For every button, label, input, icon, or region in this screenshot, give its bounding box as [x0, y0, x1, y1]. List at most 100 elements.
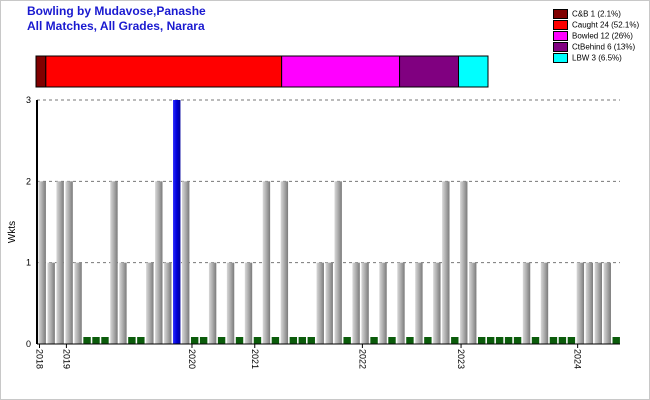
zero-wicket-marker [567, 337, 576, 344]
bar [594, 262, 602, 344]
legend-swatch [553, 52, 568, 63]
dismissal-legend: C&B 1 (2.1%) Caught 24 (52.1%) Bowled 12… [553, 5, 640, 63]
bar [325, 262, 333, 344]
bar [119, 262, 127, 344]
dismissal-segment [281, 55, 401, 88]
bar [262, 181, 271, 344]
zero-wicket-marker [92, 337, 100, 344]
zero-wicket-marker [495, 337, 504, 344]
zero-wicket-marker [83, 337, 91, 344]
bar [415, 262, 423, 344]
bar [280, 181, 289, 344]
bar [522, 262, 531, 344]
zero-wicket-marker [477, 337, 486, 344]
bar [442, 181, 450, 344]
x-tick-label: 2022 [357, 349, 367, 369]
gridlines [37, 99, 620, 264]
bar [469, 262, 477, 344]
legend-label: CtBehind 6 (13%) [572, 42, 636, 52]
zero-wicket-marker [513, 337, 522, 344]
zero-wicket-marker [504, 337, 513, 344]
bar [334, 181, 342, 344]
bar [74, 262, 82, 344]
bar [47, 262, 55, 344]
bar [361, 262, 369, 344]
bar [65, 181, 73, 344]
y-axis-label: Wkts [7, 221, 18, 243]
chart-subtitle: All Matches, All Grades, Narara [27, 19, 205, 33]
zero-wicket-marker [253, 337, 262, 344]
zero-wicket-marker [199, 337, 208, 344]
zero-wicket-marker [388, 337, 396, 344]
zero-wicket-marker [486, 337, 495, 344]
bar [110, 181, 118, 344]
zero-wicket-marker [558, 337, 567, 344]
bars [38, 100, 620, 344]
zero-wicket-marker [307, 337, 315, 344]
bar [146, 262, 154, 344]
x-tick-label: 2024 [573, 349, 583, 369]
zero-wicket-marker [217, 337, 226, 344]
zero-wicket-marker [289, 337, 298, 344]
bar [226, 262, 235, 344]
legend-item-caught: Caught 24 (52.1%) [553, 16, 640, 30]
bar [164, 262, 172, 344]
bar [155, 181, 163, 344]
bar [208, 262, 217, 344]
x-tick-label: 2019 [61, 349, 71, 369]
legend-item-lbw: LBW 3 (6.5%) [553, 49, 639, 63]
legend-item-cb: C&B 1 (2.1%) [553, 5, 639, 19]
zero-wicket-marker [128, 337, 136, 344]
legend-swatch [553, 30, 568, 41]
dismissal-stacked-bar [35, 55, 489, 88]
zero-wicket-marker [101, 337, 109, 344]
legend-item-bowled: Bowled 12 (26%) [553, 27, 639, 41]
x-tick-label: 2018 [35, 349, 45, 369]
zero-wicket-marker [190, 337, 199, 344]
dismissal-segment [35, 55, 47, 88]
y-tick-label: 3 [26, 95, 31, 105]
bar [379, 262, 387, 344]
zero-wicket-marker [406, 337, 414, 344]
legend-label: Caught 24 (52.1%) [572, 20, 640, 30]
legend-item-ctbehind: CtBehind 6 (13%) [553, 38, 639, 52]
legend-swatch [553, 8, 568, 19]
bar [56, 181, 64, 344]
y-tick-label: 0 [26, 339, 31, 349]
zero-wicket-marker [343, 337, 351, 344]
axes: 0 1 2 3 2018 2019 2020 2021 2022 2023 2024 [26, 95, 620, 369]
zero-wicket-marker [531, 337, 540, 344]
bar [576, 262, 585, 344]
bar [244, 262, 253, 344]
x-tick-label: 2020 [187, 349, 197, 369]
zero-wicket-marker [451, 337, 459, 344]
bar [316, 262, 324, 344]
bar [540, 262, 549, 344]
legend-label: Bowled 12 (26%) [572, 31, 633, 41]
y-tick-label: 2 [26, 176, 31, 186]
zero-wicket-marker [549, 337, 558, 344]
bar [433, 262, 441, 344]
zero-wicket-marker [137, 337, 145, 344]
legend-label: C&B 1 (2.1%) [572, 9, 621, 19]
bar [38, 181, 46, 344]
bar [460, 181, 468, 344]
zero-wicket-marker [424, 337, 432, 344]
legend-swatch [553, 41, 568, 52]
x-tick-label: 2021 [250, 349, 260, 369]
dismissal-segment [399, 55, 460, 88]
zero-wicket-marker [271, 337, 280, 344]
bar [352, 262, 360, 344]
bar [603, 262, 611, 344]
legend-swatch [553, 19, 568, 30]
highlight-bar [173, 100, 181, 344]
chart-title: Bowling by Mudavose,Panashe [27, 4, 206, 18]
zero-wicket-marker [612, 337, 620, 344]
bar [182, 181, 190, 344]
bar [585, 262, 594, 344]
zero-wicket-marker [298, 337, 307, 344]
bar [397, 262, 405, 344]
dismissal-segment [458, 55, 489, 88]
y-tick-label: 1 [26, 258, 31, 268]
